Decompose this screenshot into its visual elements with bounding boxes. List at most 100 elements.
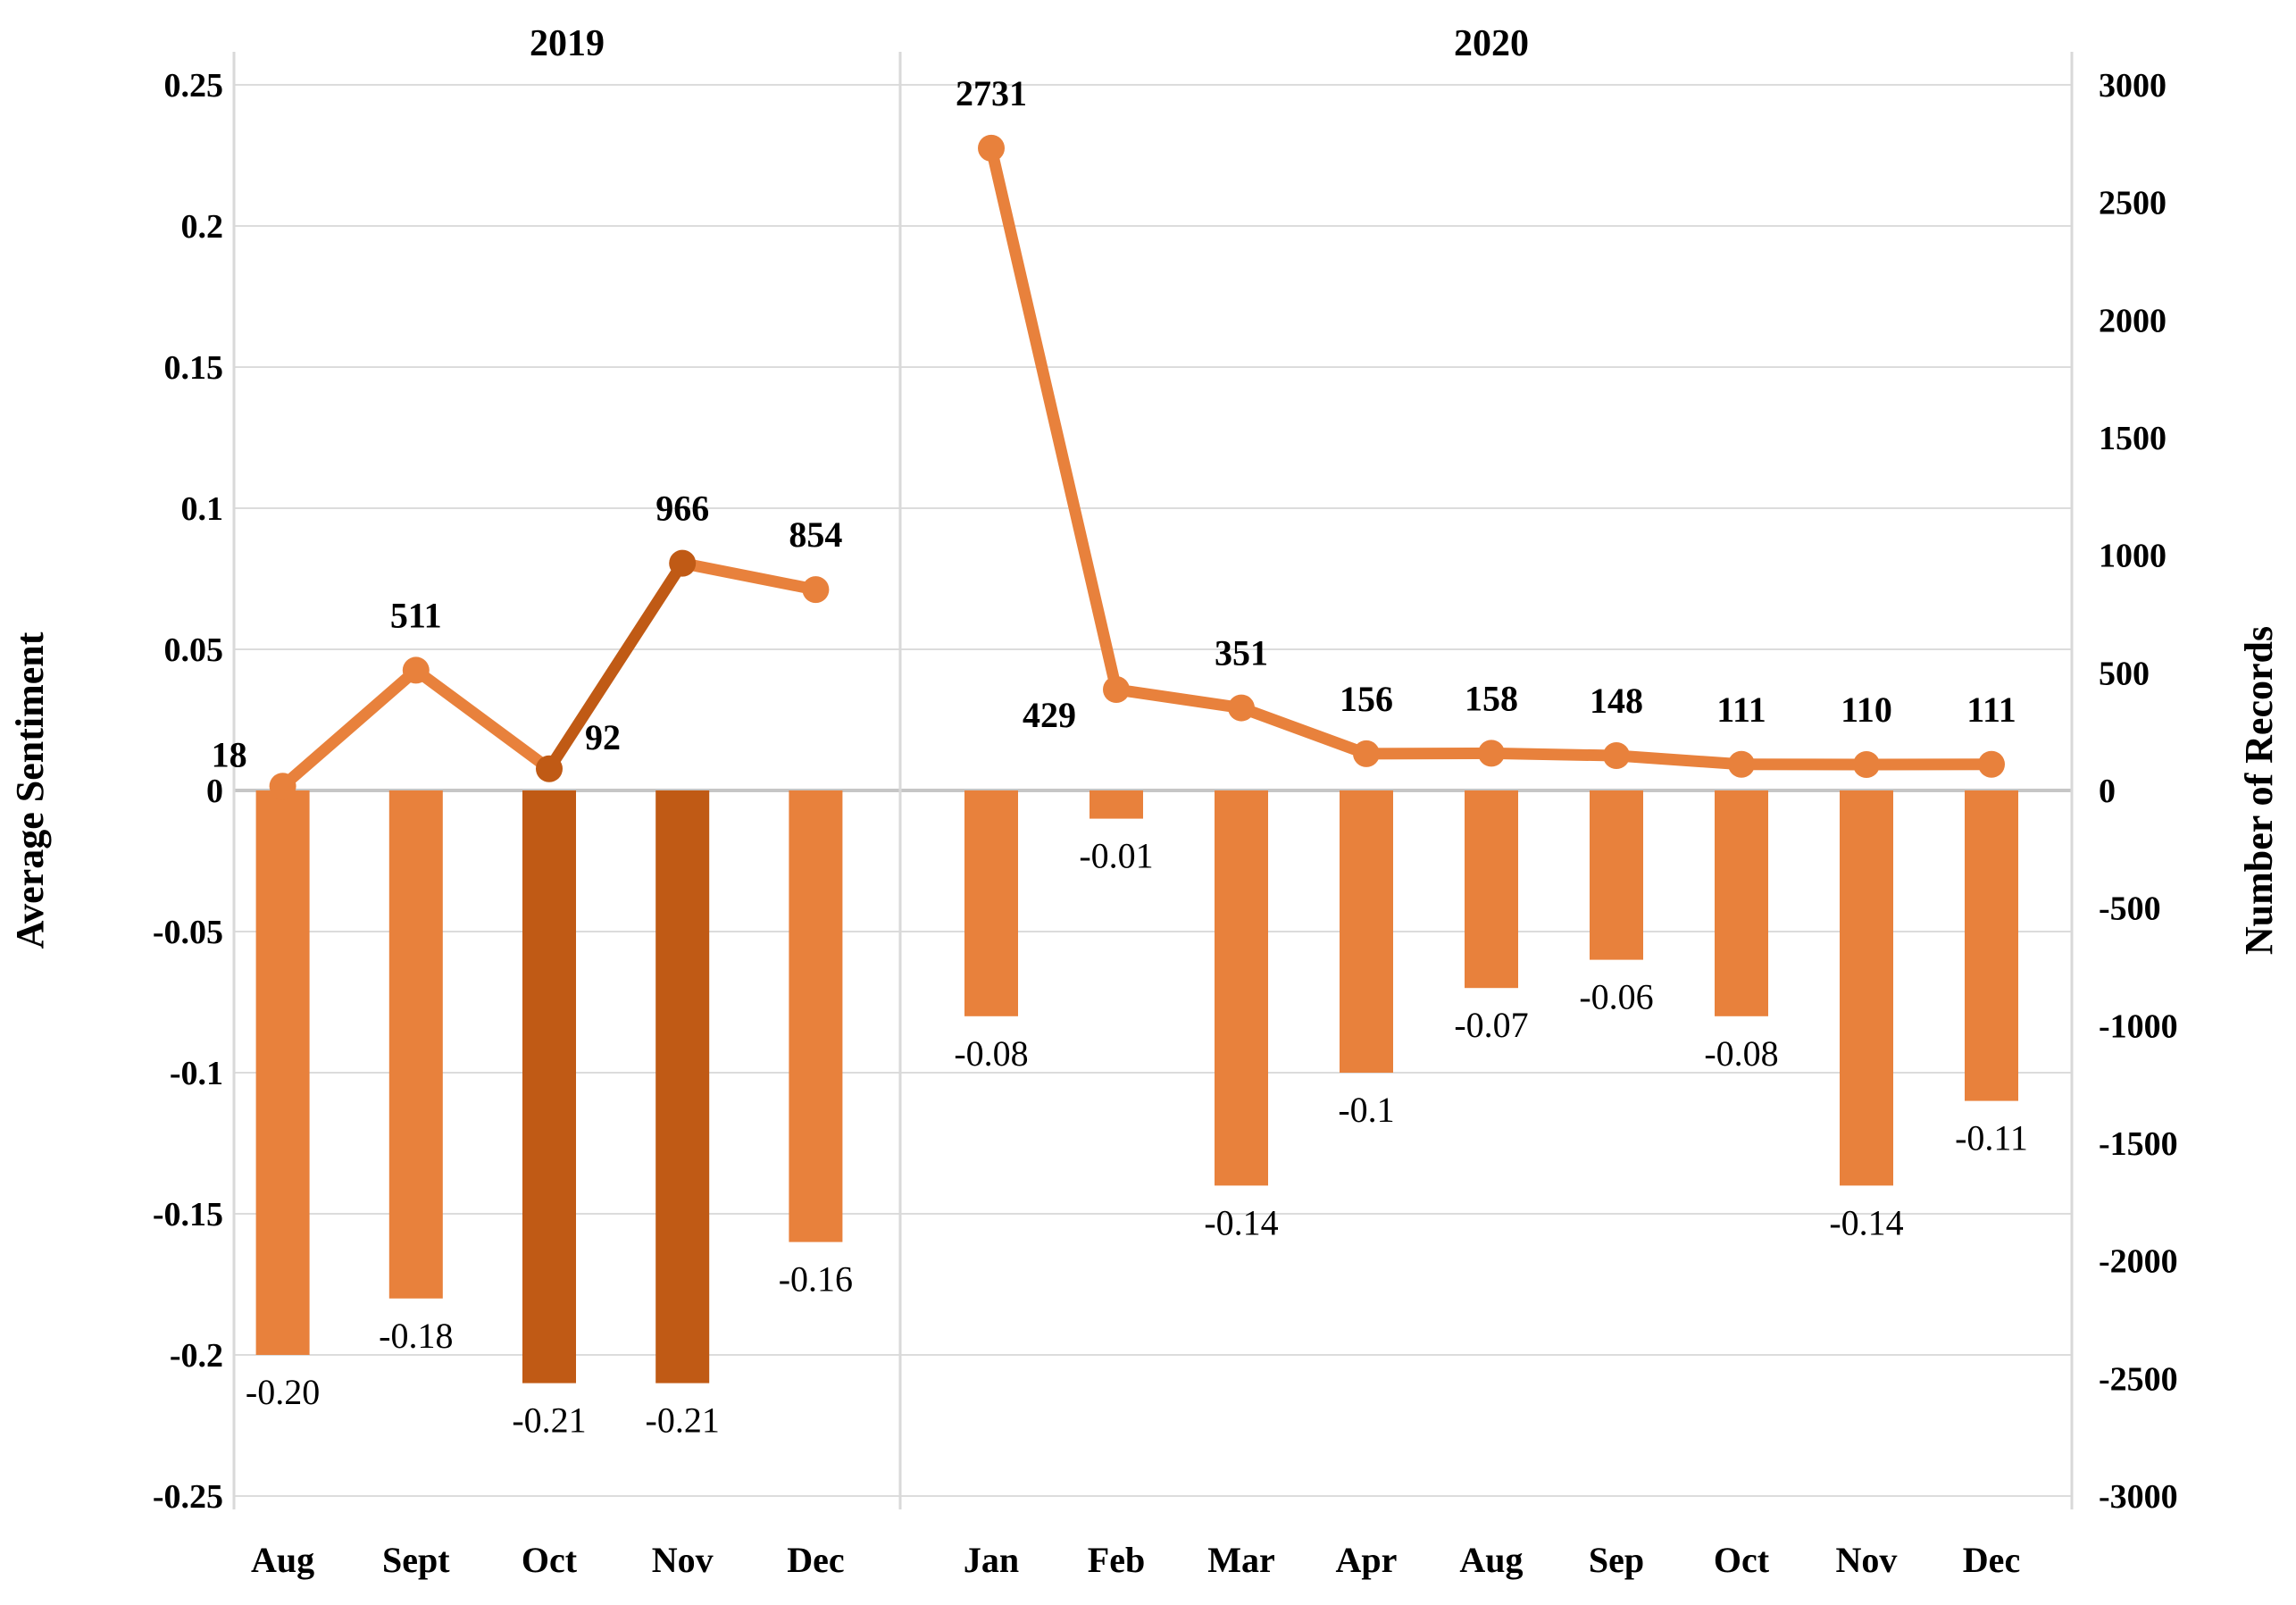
bar-2020-Aug <box>1465 790 1518 989</box>
bar-2020-Sep <box>1590 790 1643 960</box>
bar-value-label-2020-Dec: -0.11 <box>1955 1118 2028 1158</box>
line-value-label-2020-Apr: 156 <box>1340 679 1393 719</box>
line-point-2020-Mar <box>1228 694 1255 722</box>
line-point-2019-Aug <box>269 773 296 800</box>
bar-value-label-2020-Jan: -0.08 <box>954 1033 1028 1074</box>
bar-value-label-2019-Sept: -0.18 <box>379 1316 453 1356</box>
x-axis-label-2020-Sep: Sep <box>1589 1540 1644 1580</box>
right-axis-tick-500: 500 <box>2099 655 2150 692</box>
line-segment-2019-3 <box>676 557 822 596</box>
x-axis-label-2019-Oct: Oct <box>522 1540 578 1580</box>
line-segment-2020-1 <box>1110 683 1248 715</box>
line-point-2019-Sept <box>402 656 430 684</box>
line-value-label-2019-Dec: 854 <box>789 514 842 555</box>
bar-2020-Dec <box>1965 790 2018 1101</box>
line-value-label-2020-Aug: 158 <box>1465 678 1518 718</box>
x-axis-label-2019-Sept: Sept <box>382 1540 450 1580</box>
right-axis-tick-2000: 2000 <box>2099 302 2167 339</box>
right-axis-tick-1500: 1500 <box>2099 420 2167 457</box>
bar-2020-Mar <box>1215 790 1268 1186</box>
x-axis-label-2020-Apr: Apr <box>1336 1540 1398 1580</box>
line-point-2020-Jan <box>978 134 1005 162</box>
x-axis-label-2019-Nov: Nov <box>652 1540 714 1580</box>
bar-2020-Oct <box>1715 790 1768 1016</box>
bar-value-label-2019-Oct: -0.21 <box>512 1400 586 1441</box>
x-axis-label-2019-Dec: Dec <box>787 1540 844 1580</box>
left-axis-tick-0.05: 0.05 <box>164 631 224 669</box>
bar-2019-Aug <box>255 790 310 1355</box>
right-axis-tick--3000: -3000 <box>2099 1478 2178 1516</box>
right-axis-tick-2500: 2500 <box>2099 185 2167 222</box>
bar-value-label-2020-Oct: -0.08 <box>1704 1033 1778 1074</box>
year-header-2020: 2020 <box>1454 23 1529 64</box>
line-value-label-2020-Oct: 111 <box>1716 690 1766 730</box>
year-header-2019: 2019 <box>530 23 605 64</box>
left-axis-tick--0.05: -0.05 <box>153 914 223 951</box>
bar-2019-Nov <box>655 790 710 1383</box>
left-axis-tick-0.15: 0.15 <box>164 349 224 387</box>
line-value-label-2020-Feb: 429 <box>1023 695 1076 735</box>
line-point-2019-Oct <box>536 755 563 782</box>
line-point-2020-Sep <box>1603 742 1630 770</box>
bar-2019-Dec <box>789 790 843 1242</box>
left-axis-tick-0: 0 <box>206 773 223 810</box>
line-point-2020-Feb <box>1103 676 1130 704</box>
left-axis-tick--0.2: -0.2 <box>170 1337 223 1375</box>
line-point-2019-Nov <box>669 549 697 577</box>
line-value-label-2019-Sept: 511 <box>390 595 442 635</box>
line-segment-2019-0 <box>277 664 422 792</box>
bar-value-label-2020-Sep: -0.06 <box>1579 977 1653 1017</box>
bar-value-label-2020-Aug: -0.07 <box>1454 1005 1528 1045</box>
bar-value-label-2019-Nov: -0.21 <box>646 1400 720 1441</box>
bar-value-label-2019-Dec: -0.16 <box>779 1259 853 1300</box>
x-axis-label-2020-Dec: Dec <box>1963 1540 2020 1580</box>
x-axis-label-2020-Aug: Aug <box>1459 1540 1523 1580</box>
right-axis-tick--2500: -2500 <box>2099 1360 2178 1398</box>
right-axis-tick--2000: -2000 <box>2099 1243 2178 1281</box>
line-segment-2020-3 <box>1360 747 1498 760</box>
right-axis-tick-0: 0 <box>2099 773 2116 810</box>
bar-value-label-2020-Mar: -0.14 <box>1204 1202 1278 1242</box>
line-point-2020-Dec <box>1978 750 2005 778</box>
bar-2020-Jan <box>964 790 1018 1016</box>
left-axis-tick--0.15: -0.15 <box>153 1196 223 1233</box>
right-axis-title: Number of Records <box>2237 626 2281 955</box>
left-axis-title: Average Sentiment <box>8 631 52 949</box>
left-axis-tick-0.1: 0.1 <box>181 490 224 528</box>
right-axis-tick--1500: -1500 <box>2099 1125 2178 1163</box>
bar-2020-Apr <box>1340 790 1393 1073</box>
bar-2020-Nov <box>1840 790 1893 1186</box>
x-axis-label-2020-Mar: Mar <box>1207 1540 1275 1580</box>
line-value-label-2020-Sep: 148 <box>1590 681 1643 721</box>
line-value-label-2020-Dec: 111 <box>1966 690 2016 730</box>
line-point-2020-Aug <box>1478 740 1505 767</box>
line-point-2020-Apr <box>1353 740 1380 767</box>
line-segment-2019-1 <box>410 664 555 775</box>
x-axis-label-2020-Nov: Nov <box>1836 1540 1898 1580</box>
right-axis-tick--500: -500 <box>2099 890 2161 928</box>
left-axis-tick-0.25: 0.25 <box>164 67 224 104</box>
x-axis-label-2020-Feb: Feb <box>1088 1540 1145 1580</box>
line-value-label-2020-Jan: 2731 <box>956 73 1027 113</box>
left-axis-tick--0.25: -0.25 <box>153 1478 223 1516</box>
line-segment-2020-4 <box>1485 747 1623 762</box>
line-segment-2020-5 <box>1610 749 1748 771</box>
bar-value-label-2019-Aug: -0.20 <box>246 1372 320 1412</box>
line-point-2020-Nov <box>1853 751 1880 779</box>
x-axis-label-2019-Aug: Aug <box>251 1540 314 1580</box>
bar-value-label-2020-Nov: -0.14 <box>1829 1202 1903 1242</box>
x-axis-label-2020-Jan: Jan <box>964 1540 1019 1580</box>
bar-2019-Oct <box>522 790 576 1383</box>
line-value-label-2020-Nov: 110 <box>1841 690 1892 730</box>
bar-2019-Sept <box>388 790 443 1299</box>
right-axis-tick-3000: 3000 <box>2099 67 2167 104</box>
left-axis-tick--0.1: -0.1 <box>170 1055 223 1092</box>
line-point-2020-Oct <box>1728 750 1755 778</box>
line-segment-2020-2 <box>1235 702 1373 760</box>
line-value-label-2020-Mar: 351 <box>1215 633 1268 673</box>
line-segment-2019-2 <box>543 557 689 775</box>
bar-value-label-2020-Feb: -0.01 <box>1079 836 1153 876</box>
bar-value-label-2020-Apr: -0.1 <box>1338 1090 1394 1130</box>
